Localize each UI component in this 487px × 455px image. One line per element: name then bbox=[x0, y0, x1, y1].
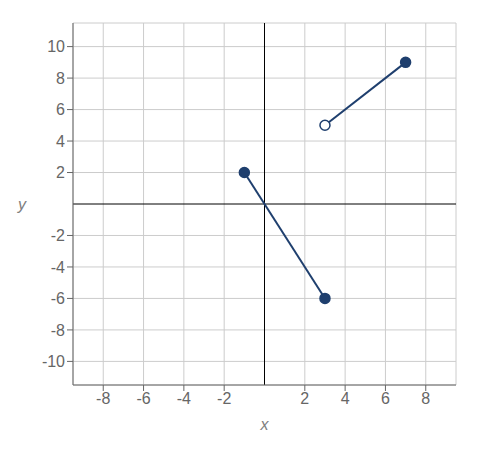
svg-text:-6: -6 bbox=[136, 390, 150, 407]
svg-text:-4: -4 bbox=[51, 259, 65, 276]
svg-text:-10: -10 bbox=[42, 353, 65, 370]
svg-text:4: 4 bbox=[56, 133, 65, 150]
svg-text:2: 2 bbox=[300, 390, 309, 407]
svg-text:-8: -8 bbox=[51, 322, 65, 339]
svg-text:-2: -2 bbox=[51, 227, 65, 244]
svg-text:6: 6 bbox=[56, 101, 65, 118]
svg-text:-8: -8 bbox=[96, 390, 110, 407]
svg-text:8: 8 bbox=[56, 70, 65, 87]
svg-text:-4: -4 bbox=[177, 390, 191, 407]
svg-text:4: 4 bbox=[341, 390, 350, 407]
svg-text:-2: -2 bbox=[217, 390, 231, 407]
svg-text:10: 10 bbox=[47, 38, 65, 55]
svg-text:y: y bbox=[17, 196, 27, 213]
svg-text:x: x bbox=[260, 416, 270, 433]
svg-text:6: 6 bbox=[381, 390, 390, 407]
svg-text:8: 8 bbox=[421, 390, 430, 407]
svg-text:2: 2 bbox=[56, 164, 65, 181]
svg-text:-6: -6 bbox=[51, 290, 65, 307]
